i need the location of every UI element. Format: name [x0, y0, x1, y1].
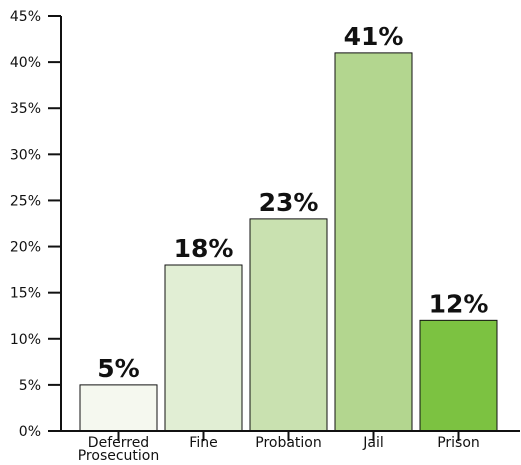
y-tick-label: 35%: [10, 101, 41, 117]
bar-value-label: 23%: [259, 188, 319, 217]
x-category-label: Prosecution: [78, 448, 160, 464]
bar: [419, 319, 498, 432]
bar-value-label: 41%: [344, 22, 404, 51]
bar: [249, 218, 328, 432]
x-category-label: Probation: [255, 435, 322, 451]
y-tick-label: 25%: [10, 193, 41, 209]
x-category-label: Fine: [189, 435, 217, 451]
y-tick-label: 20%: [10, 240, 41, 256]
y-tick-label: 10%: [10, 332, 41, 348]
x-category-label: Prison: [437, 435, 480, 451]
y-tick-label: 15%: [10, 286, 41, 302]
y-axis: 0% 5% 10% 15% 20% 25% 30% 35% 40% 45%: [10, 9, 62, 440]
bar: [164, 264, 243, 432]
x-category-label: Jail: [362, 435, 384, 451]
bar-value-label: 18%: [174, 234, 234, 263]
bar: [79, 384, 158, 432]
y-tick-label: 30%: [10, 147, 41, 163]
y-tick-label: 0%: [19, 424, 41, 440]
bar-value-label: 12%: [429, 289, 489, 318]
bars-group: 5% 18% 23% 41% 12%: [79, 22, 498, 432]
x-category-label: Deferred: [88, 435, 149, 451]
y-tick-label: 40%: [10, 55, 41, 71]
bar-value-label: 5%: [97, 354, 139, 383]
bar: [334, 52, 413, 432]
y-tick-label: 45%: [10, 9, 41, 25]
y-tick-label: 5%: [19, 378, 41, 394]
